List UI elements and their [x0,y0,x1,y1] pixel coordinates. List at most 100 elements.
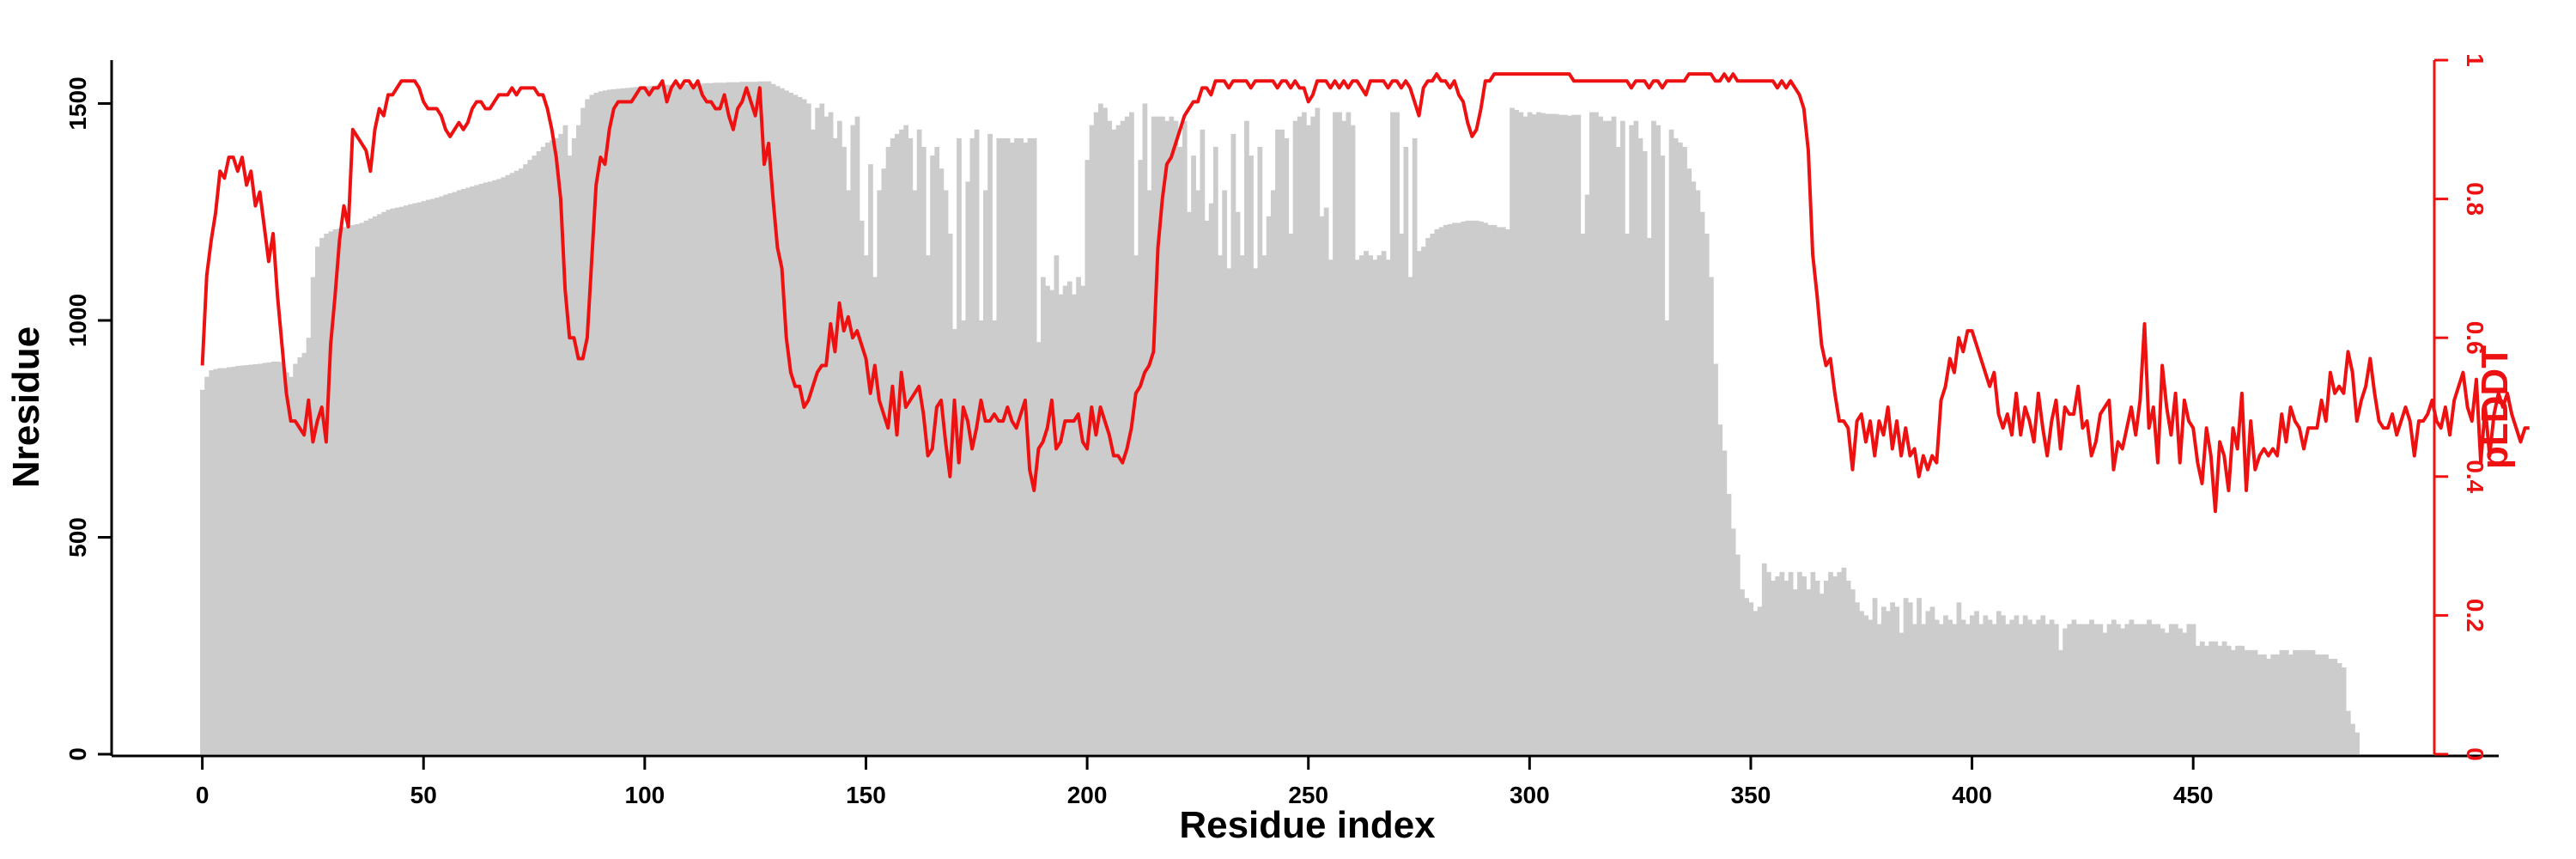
bar-362 [1801,576,1807,754]
bar-379 [1876,624,1882,754]
bar-246 [1288,234,1294,754]
bar-453 [2204,645,2209,754]
bar-73 [523,164,528,754]
bar-128 [766,81,772,754]
bar-127 [762,81,768,754]
bar-369 [1832,576,1838,754]
y-right-tick-label-2: 0.4 [2462,460,2488,493]
bar-249 [1301,112,1307,755]
bar-390 [1925,611,1931,754]
bar-368 [1828,571,1833,754]
bar-458 [2226,645,2232,754]
bar-313 [1584,194,1590,755]
bar-387 [1912,624,1917,754]
bar-459 [2230,649,2236,754]
bar-51 [425,199,431,755]
bar-433 [2116,624,2121,754]
bar-130 [775,86,781,755]
bar-336 [1686,168,1692,754]
bar-264 [1368,255,1374,754]
bar-486 [2350,723,2355,754]
bar-406 [1996,611,2002,754]
bar-226 [1200,129,1206,755]
bar-2 [209,370,215,754]
bar-7 [231,367,236,754]
bar-288 [1473,220,1479,755]
bar-225 [1195,190,1201,754]
bar-325 [1637,137,1643,754]
x-tick-label-0: 0 [196,782,210,808]
bar-19 [283,372,289,754]
bar-276 [1421,247,1426,754]
bar-426 [2084,624,2090,754]
bar-431 [2106,624,2112,754]
bar-254 [1323,207,1329,754]
bar-466 [2262,654,2267,754]
bar-469 [2275,654,2281,754]
bar-328 [1651,120,1656,754]
bar-346 [1730,528,1736,754]
bar-311 [1576,114,1582,754]
bar-207 [1115,125,1121,754]
bars-layer [200,81,2360,755]
bar-164 [926,255,931,754]
bar-479 [2319,654,2324,754]
bar-310 [1571,114,1577,754]
bar-120 [731,82,737,754]
bar-270 [1394,112,1400,755]
bar-244 [1279,129,1285,755]
bar-300 [1527,112,1533,755]
bar-40 [377,214,382,754]
bar-465 [2257,654,2263,754]
bar-268 [1385,259,1391,754]
bar-419 [2053,624,2059,754]
bar-1 [204,376,210,754]
bar-5 [222,368,228,754]
bar-178 [987,133,993,755]
bar-330 [1660,155,1666,755]
bar-112 [696,83,701,754]
bar-3 [213,369,219,754]
bar-260 [1350,125,1356,754]
bar-166 [934,147,940,754]
bar-152 [872,277,878,754]
bar-37 [363,220,369,755]
bar-185 [1018,137,1024,754]
bar-349 [1744,598,1749,754]
bar-371 [1841,567,1847,754]
bar-16 [270,361,276,754]
bar-299 [1522,116,1528,754]
bar-203 [1097,103,1103,754]
bar-412 [2022,615,2028,754]
bar-430 [2102,632,2108,754]
bar-215 [1151,116,1157,754]
bar-275 [1416,251,1422,754]
bar-228 [1208,203,1214,754]
bar-482 [2332,658,2338,754]
bar-14 [262,362,267,754]
bar-382 [1890,602,1896,754]
bar-467 [2266,658,2271,754]
y-right-tick-label-0: 0 [2462,747,2488,761]
bar-471 [2283,649,2289,754]
line-layer [200,72,2530,514]
bar-460 [2235,645,2240,754]
bar-332 [1668,129,1674,755]
bar-186 [1023,142,1029,754]
bar-66 [492,180,497,754]
bar-354 [1765,571,1771,754]
bar-235 [1239,255,1245,754]
bar-481 [2328,658,2334,754]
bar-39 [372,216,378,755]
bar-165 [930,155,935,755]
bar-309 [1567,115,1572,754]
x-tick-label-1: 50 [410,782,437,808]
bar-277 [1425,238,1431,754]
bar-49 [416,202,422,754]
bar-13 [258,363,263,754]
bar-159 [903,125,909,754]
bar-364 [1810,571,1816,754]
bar-118 [722,82,727,754]
bar-173 [965,181,971,754]
